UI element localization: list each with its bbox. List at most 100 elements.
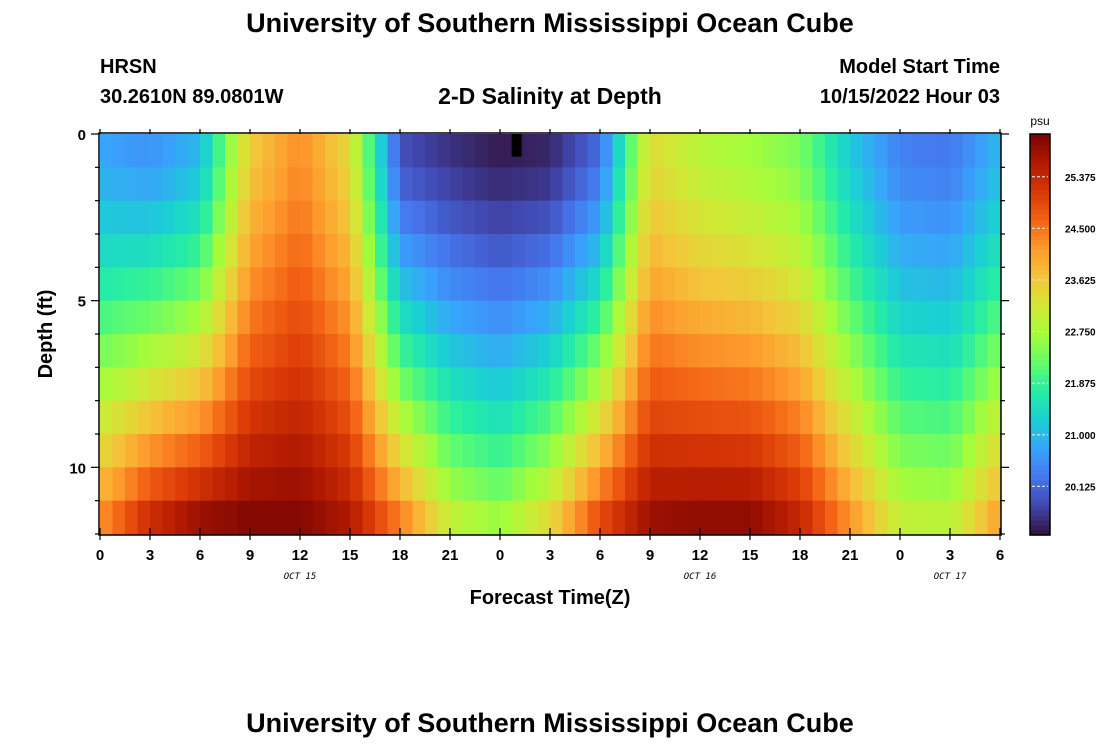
heatmap-cell: [475, 334, 489, 368]
time-marker: [511, 134, 522, 157]
heatmap-cell: [225, 500, 239, 535]
heatmap-cell: [625, 234, 639, 268]
heatmap-cell: [712, 434, 726, 468]
heatmap-cell: [950, 500, 964, 535]
heatmap-cell: [875, 300, 889, 335]
heatmap-cell: [675, 500, 689, 535]
colorbar-segment: [1030, 484, 1050, 491]
heatmap-cell: [812, 267, 826, 302]
heatmap-cell: [800, 500, 814, 535]
heatmap-cell: [175, 367, 189, 402]
heatmap-cell: [475, 400, 489, 435]
heatmap-cell: [275, 500, 289, 535]
heatmap-cell: [837, 134, 851, 168]
heatmap-cell: [800, 467, 814, 502]
heatmap-cell: [200, 200, 214, 235]
heatmap-cell: [450, 200, 464, 235]
heatmap-cell: [825, 167, 839, 202]
heatmap-cell: [550, 134, 564, 168]
heatmap-cell: [712, 300, 726, 335]
heatmap-cell: [300, 367, 314, 402]
heatmap-cell: [912, 300, 926, 335]
heatmap-cell: [300, 467, 314, 502]
heatmap-cell: [962, 167, 976, 202]
heatmap-cell: [612, 334, 626, 368]
heatmap-cell: [637, 234, 651, 268]
colorbar-segment: [1030, 209, 1050, 215]
heatmap-cell: [637, 500, 651, 535]
heatmap-cell: [762, 234, 776, 268]
heatmap-cell: [200, 267, 214, 302]
heatmap-cell: [837, 434, 851, 468]
colorbar-segment: [1030, 264, 1050, 270]
heatmap-cell: [162, 367, 176, 402]
heatmap-cell: [500, 234, 514, 268]
heatmap-cell: [412, 400, 426, 435]
heatmap-cell: [550, 200, 564, 235]
heatmap-cell: [637, 300, 651, 335]
heatmap-cell: [150, 300, 164, 335]
heatmap-cell: [137, 300, 151, 335]
heatmap-cell: [337, 200, 351, 235]
heatmap-cell: [850, 267, 864, 302]
heatmap-cell: [250, 167, 264, 202]
heatmap-cell: [462, 167, 476, 202]
heatmap-cell: [912, 367, 926, 402]
heatmap-cell: [675, 334, 689, 368]
heatmap-cell: [462, 500, 476, 535]
heatmap-cell: [200, 467, 214, 502]
heatmap-cell: [225, 200, 239, 235]
heatmap-cell: [275, 200, 289, 235]
heatmap-cell: [862, 367, 876, 402]
heatmap-cell: [937, 334, 951, 368]
heatmap-cell: [662, 167, 676, 202]
heatmap-cell: [337, 267, 351, 302]
heatmap-cell: [850, 467, 864, 502]
heatmap-cell: [825, 500, 839, 535]
heatmap-cell: [950, 234, 964, 268]
heatmap-cell: [250, 234, 264, 268]
colorbar-segment: [1030, 404, 1050, 411]
heatmap-cell: [325, 400, 339, 435]
heatmap-cell: [487, 134, 501, 168]
heatmap-cell: [275, 134, 289, 168]
heatmap-cell: [375, 234, 389, 268]
heatmap-cell: [775, 300, 789, 335]
heatmap-cell: [687, 500, 701, 535]
heatmap-cell: [125, 167, 139, 202]
heatmap-cell: [525, 367, 539, 402]
heatmap-cell: [112, 500, 126, 535]
heatmap-cell: [362, 500, 376, 535]
colorbar-segment: [1030, 299, 1050, 306]
heatmap-cell: [625, 134, 639, 168]
heatmap-cell: [925, 400, 939, 435]
heatmap-cell: [612, 167, 626, 202]
heatmap-cell: [550, 267, 564, 302]
heatmap-cell: [837, 467, 851, 502]
heatmap-cell: [400, 300, 414, 335]
heatmap-cell: [325, 300, 339, 335]
heatmap-cell: [387, 267, 401, 302]
heatmap-cell: [812, 334, 826, 368]
heatmap-cell: [300, 167, 314, 202]
heatmap-cell: [725, 334, 739, 368]
heatmap-cell: [712, 134, 726, 168]
heatmap-cell: [675, 200, 689, 235]
heatmap-cell: [925, 167, 939, 202]
heatmap-cell: [600, 434, 614, 468]
heatmap-cell: [287, 467, 301, 502]
heatmap-cell: [537, 500, 551, 535]
heatmap-cell: [537, 267, 551, 302]
heatmap-cell: [287, 334, 301, 368]
heatmap-cell: [950, 167, 964, 202]
heatmap-cell: [362, 167, 376, 202]
heatmap-cell: [800, 134, 814, 168]
heatmap-cell: [312, 334, 326, 368]
heatmap-cell: [437, 400, 451, 435]
heatmap-cell: [500, 500, 514, 535]
heatmap-cell: [737, 134, 751, 168]
heatmap-cell: [550, 300, 564, 335]
x-tick-label: 21: [442, 547, 459, 564]
heatmap-cell: [750, 300, 764, 335]
heatmap-cell: [962, 367, 976, 402]
